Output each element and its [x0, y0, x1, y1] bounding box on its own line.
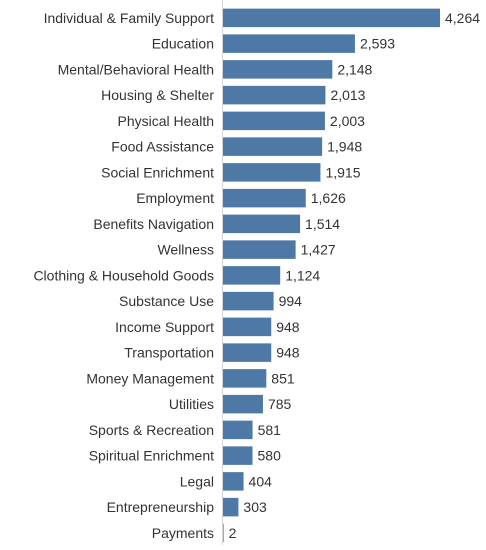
value-label: 2,148: [337, 61, 372, 77]
bar: [223, 266, 281, 285]
category-label: Housing & Shelter: [101, 87, 214, 103]
value-label: 404: [249, 473, 273, 489]
bar: [223, 214, 301, 234]
bar: [223, 34, 355, 53]
category-label: Payments: [152, 525, 214, 541]
bar: [223, 369, 267, 388]
value-label: 2: [229, 525, 237, 541]
bars-layer: [223, 8, 440, 543]
category-label: Transportation: [124, 345, 214, 361]
value-label: 2,593: [360, 36, 395, 52]
bar: [223, 60, 333, 79]
bar: [223, 317, 272, 337]
category-label: Physical Health: [118, 113, 215, 129]
value-label: 851: [271, 370, 295, 386]
value-label: 2,003: [330, 113, 365, 129]
category-label: Benefits Navigation: [93, 216, 214, 232]
bar: [223, 446, 253, 465]
value-label: 2,013: [330, 87, 365, 103]
value-label: 1,514: [305, 216, 340, 232]
category-label: Money Management: [86, 370, 214, 386]
category-label: Individual & Family Support: [44, 10, 215, 26]
category-label: Income Support: [115, 319, 214, 335]
category-label: Food Assistance: [111, 139, 214, 155]
value-labels-layer: 4,264 2,593 2,148 2,013 2,003 1,948 1,915 1,626…: [229, 10, 481, 541]
category-label: Entrepreneurship: [107, 499, 215, 515]
bar: [223, 85, 326, 105]
value-label: 948: [276, 345, 300, 361]
value-label: 1,124: [285, 267, 320, 283]
bar: [223, 240, 296, 259]
value-label: 1,948: [327, 139, 362, 155]
category-label: Education: [152, 36, 214, 52]
value-label: 303: [243, 499, 267, 515]
bar: [223, 111, 325, 131]
value-label: 1,626: [311, 190, 346, 206]
category-labels-layer: Individual & Family Support Education Ment…: [33, 10, 214, 541]
bar: [223, 188, 306, 208]
value-label: 581: [258, 422, 282, 438]
bar: [223, 343, 272, 362]
category-label: Legal: [180, 473, 214, 489]
bar: [223, 497, 239, 517]
bar: [223, 420, 253, 440]
bar: [223, 163, 321, 182]
value-label: 4,264: [445, 10, 480, 26]
value-label: 785: [268, 396, 292, 412]
category-label: Utilities: [169, 396, 214, 412]
bar: [223, 394, 263, 414]
bar: [223, 137, 323, 156]
category-label: Social Enrichment: [101, 164, 214, 180]
value-label: 1,915: [325, 164, 360, 180]
value-label: 994: [279, 293, 303, 309]
bar: [223, 8, 440, 28]
value-label: 1,427: [301, 242, 336, 258]
category-label: Clothing & Household Goods: [33, 267, 214, 283]
bar: [223, 523, 224, 543]
value-label: 580: [258, 448, 282, 464]
bar: [223, 291, 274, 311]
category-label: Substance Use: [119, 293, 214, 309]
value-label: 948: [276, 319, 300, 335]
bar: [223, 472, 244, 491]
category-label: Employment: [136, 190, 214, 206]
category-label: Spiritual Enrichment: [89, 448, 214, 464]
category-label: Wellness: [157, 242, 214, 258]
category-label: Mental/Behavioral Health: [58, 61, 214, 77]
category-label: Sports & Recreation: [89, 422, 214, 438]
